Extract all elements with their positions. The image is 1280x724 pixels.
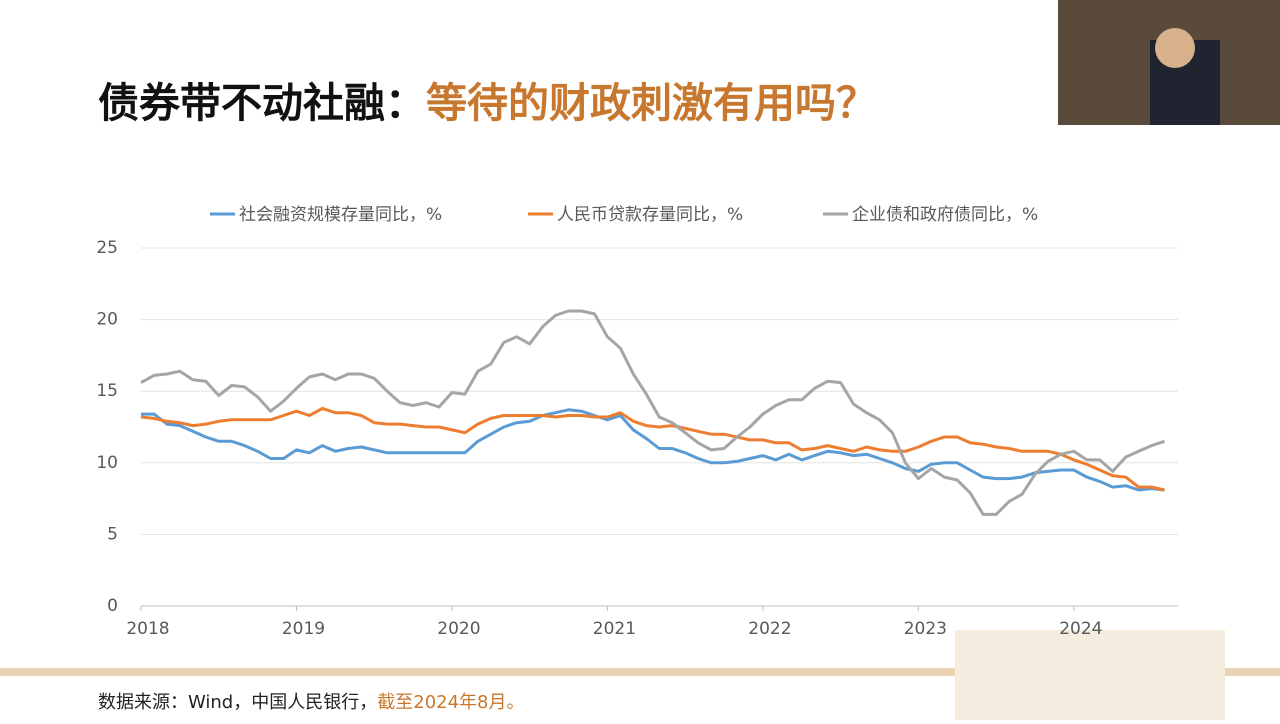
y-tick-label: 25: [96, 238, 118, 258]
title-part: 等待的财政刺激有用吗？: [426, 79, 877, 127]
x-tick-label: 2023: [904, 619, 947, 639]
series-line: [141, 408, 1165, 492]
y-tick-label: 20: [96, 310, 118, 330]
x-tick-label: 2019: [282, 619, 325, 639]
legend-label: 企业债和政府债同比，%: [852, 205, 1038, 225]
source-note: 数据来源：Wind，中国人民银行，截至2024年8月。: [98, 692, 525, 713]
y-tick-label: 5: [107, 524, 118, 544]
series-line: [140, 406, 1165, 492]
x-tick-label: 2024: [1059, 619, 1102, 639]
series-line: [140, 309, 1165, 516]
x-tick-label: 2020: [437, 619, 480, 639]
source-part: 数据来源：Wind，中国人民银行，: [98, 692, 377, 713]
decor-illustration: [955, 630, 1225, 720]
presenter-face: [1155, 28, 1195, 68]
slide-title: 债券带不动社融：等待的财政刺激有用吗？: [98, 79, 877, 127]
y-tick-label: 0: [107, 596, 118, 616]
legend-label: 人民币贷款存量同比，%: [557, 205, 743, 225]
x-tick-label: 2018: [126, 619, 169, 639]
footer-band: [0, 668, 1280, 676]
source-part: 截至2024年8月。: [377, 692, 524, 713]
x-tick-label: 2022: [748, 619, 791, 639]
y-tick-label: 10: [96, 453, 118, 473]
y-tick-label: 15: [96, 381, 118, 401]
legend-label: 社会融资规模存量同比，%: [239, 205, 442, 225]
x-tick-label: 2021: [593, 619, 636, 639]
title-part: 债券带不动社融：: [98, 79, 426, 127]
